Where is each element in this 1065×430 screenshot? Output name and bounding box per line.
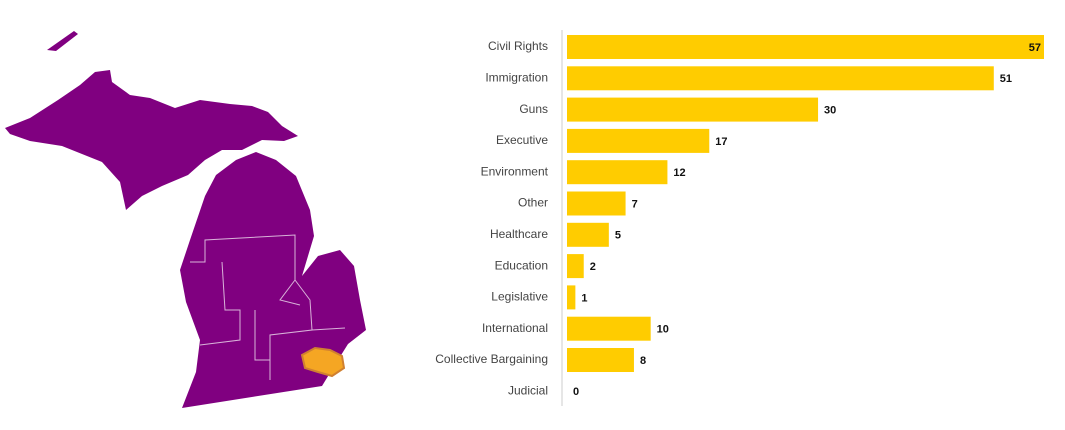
upper-peninsula bbox=[5, 70, 298, 210]
value-label: 8 bbox=[640, 355, 646, 367]
category-label: Collective Bargaining bbox=[435, 352, 548, 366]
michigan-map bbox=[5, 31, 366, 408]
category-label: Legislative bbox=[491, 290, 548, 304]
value-label: 17 bbox=[715, 136, 727, 148]
category-label: Education bbox=[495, 258, 548, 272]
value-label: 57 bbox=[1029, 42, 1041, 54]
value-label: 7 bbox=[632, 198, 638, 210]
category-label: Healthcare bbox=[490, 227, 548, 241]
bar bbox=[567, 285, 576, 310]
bar bbox=[567, 35, 1044, 59]
value-label: 1 bbox=[581, 292, 587, 304]
category-label: Civil Rights bbox=[488, 39, 548, 53]
value-label: 51 bbox=[1000, 73, 1012, 85]
bar bbox=[567, 66, 994, 91]
value-label: 2 bbox=[590, 261, 596, 273]
value-label: 30 bbox=[824, 105, 836, 117]
bar bbox=[567, 222, 609, 247]
value-label: 0 bbox=[573, 386, 579, 398]
category-label: Guns bbox=[519, 102, 548, 116]
bar bbox=[567, 254, 584, 279]
lower-peninsula bbox=[180, 152, 366, 408]
value-label: 5 bbox=[615, 230, 621, 242]
district-lines bbox=[190, 234, 346, 380]
category-label: International bbox=[482, 321, 548, 335]
bar bbox=[567, 191, 626, 216]
highlighted-district bbox=[300, 346, 346, 378]
bar bbox=[567, 128, 710, 153]
category-label: Judicial bbox=[508, 383, 548, 397]
category-label: Other bbox=[518, 196, 548, 210]
isle-royale bbox=[47, 31, 78, 51]
bar bbox=[567, 348, 634, 372]
value-label: 10 bbox=[657, 324, 669, 336]
category-label: Immigration bbox=[485, 70, 548, 84]
category-label: Environment bbox=[481, 164, 549, 178]
bar bbox=[567, 97, 819, 122]
bar bbox=[567, 160, 668, 185]
category-label: Executive bbox=[496, 133, 548, 147]
value-label: 12 bbox=[673, 167, 685, 179]
bar bbox=[567, 316, 651, 341]
